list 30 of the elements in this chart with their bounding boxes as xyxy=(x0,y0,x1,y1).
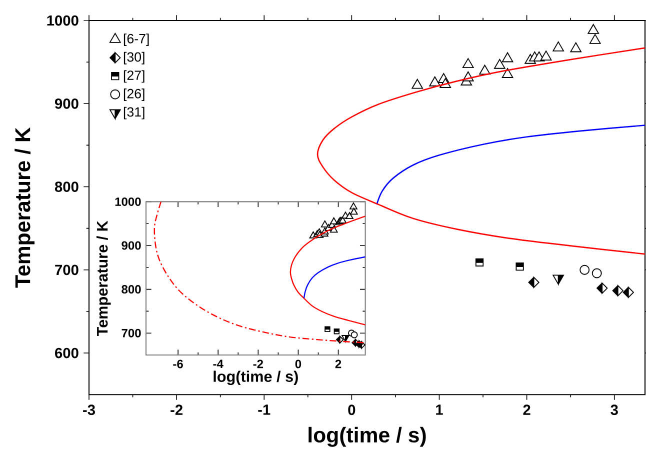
x-tick-label: -1 xyxy=(258,404,270,415)
y-tick-label: 800 xyxy=(54,182,78,192)
x-axis-title: log(time / s) xyxy=(214,370,298,386)
x-tick-label: 2 xyxy=(335,360,342,368)
x-tick-label: 0 xyxy=(295,360,302,368)
x-tick-label: -6 xyxy=(173,360,183,368)
y-tick-label: 800 xyxy=(122,285,141,294)
x-tick-label: -2 xyxy=(170,404,182,415)
legend-label: [27] xyxy=(124,70,144,83)
y-tick-label: 1000 xyxy=(115,197,141,206)
y-tick-label: 700 xyxy=(122,328,141,338)
x-tick-label: -4 xyxy=(213,360,224,368)
y-tick-label: 700 xyxy=(55,264,78,276)
legend-label: [30] xyxy=(124,52,144,64)
y-tick-label: 600 xyxy=(55,348,78,358)
x-tick-label: 1 xyxy=(436,404,443,415)
y-tick-label: 900 xyxy=(54,98,78,109)
x-axis-title: log(time / s) xyxy=(308,426,426,447)
x-tick-label: -3 xyxy=(83,404,95,416)
legend-label: [6-7] xyxy=(124,34,149,46)
y-tick-label: 1000 xyxy=(47,15,78,26)
legend-label: [31] xyxy=(124,106,144,120)
y-tick-label: 900 xyxy=(122,241,141,250)
x-tick-label: -2 xyxy=(253,360,264,368)
y-axis-title: Temperature / K xyxy=(14,127,35,288)
x-tick-label: 3 xyxy=(610,404,618,416)
legend-label: [26] xyxy=(124,88,144,101)
x-tick-label: 2 xyxy=(523,404,530,415)
x-tick-label: 0 xyxy=(348,404,356,416)
y-axis-title: Temperature / K xyxy=(96,220,111,336)
